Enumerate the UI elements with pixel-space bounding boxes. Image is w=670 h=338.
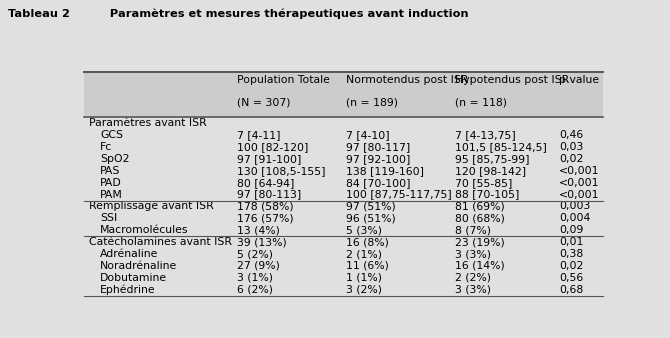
Text: Population Totale: Population Totale: [237, 75, 330, 85]
Text: Catécholamines avant ISR: Catécholamines avant ISR: [89, 237, 232, 247]
Text: 178 (58%): 178 (58%): [237, 201, 293, 212]
Text: Adrénaline: Adrénaline: [100, 249, 159, 259]
Text: 6 (2%): 6 (2%): [237, 285, 273, 295]
Text: 97 [80-113]: 97 [80-113]: [237, 190, 302, 200]
Text: (n = 189): (n = 189): [346, 97, 398, 107]
Text: 5 (3%): 5 (3%): [346, 225, 382, 235]
Text: 70 [55-85]: 70 [55-85]: [455, 178, 513, 188]
Text: 101,5 [85-124,5]: 101,5 [85-124,5]: [455, 142, 547, 152]
Text: 27 (9%): 27 (9%): [237, 261, 280, 271]
Text: 0,01: 0,01: [559, 237, 584, 247]
Text: Fc: Fc: [100, 142, 113, 152]
Text: 3 (2%): 3 (2%): [346, 285, 382, 295]
Text: 8 (7%): 8 (7%): [455, 225, 491, 235]
Text: Noradrénaline: Noradrénaline: [100, 261, 178, 271]
Text: (N = 307): (N = 307): [237, 97, 290, 107]
Text: 97 (51%): 97 (51%): [346, 201, 396, 212]
Text: 81 (69%): 81 (69%): [455, 201, 505, 212]
Text: Dobutamine: Dobutamine: [100, 273, 168, 283]
Text: 97 [91-100]: 97 [91-100]: [237, 154, 302, 164]
Text: 95 [85,75-99]: 95 [85,75-99]: [455, 154, 529, 164]
Text: 2 (1%): 2 (1%): [346, 249, 382, 259]
Text: 16 (8%): 16 (8%): [346, 237, 389, 247]
Text: 1 (1%): 1 (1%): [346, 273, 382, 283]
Text: 0,56: 0,56: [559, 273, 583, 283]
Text: SpO2: SpO2: [100, 154, 130, 164]
Text: 84 [70-100]: 84 [70-100]: [346, 178, 411, 188]
Text: 13 (4%): 13 (4%): [237, 225, 280, 235]
Text: 0,003: 0,003: [559, 201, 590, 212]
Text: 120 [98-142]: 120 [98-142]: [455, 166, 526, 176]
Text: Ephédrine: Ephédrine: [100, 284, 156, 295]
Text: 0,02: 0,02: [559, 154, 584, 164]
Text: 0,09: 0,09: [559, 225, 584, 235]
Text: 80 (68%): 80 (68%): [455, 213, 505, 223]
Text: Tableau 2          Paramètres et mesures thérapeutiques avant induction: Tableau 2 Paramètres et mesures thérapeu…: [8, 8, 469, 19]
Text: <0,001: <0,001: [559, 166, 600, 176]
Text: 7 [4-10]: 7 [4-10]: [346, 130, 389, 140]
Text: PAS: PAS: [100, 166, 121, 176]
Text: 97 [92-100]: 97 [92-100]: [346, 154, 410, 164]
Text: 130 [108,5-155]: 130 [108,5-155]: [237, 166, 326, 176]
Text: 7 [4-13,75]: 7 [4-13,75]: [455, 130, 516, 140]
Text: 100 [82-120]: 100 [82-120]: [237, 142, 308, 152]
Text: 0,68: 0,68: [559, 285, 583, 295]
Text: Hypotendus post ISR: Hypotendus post ISR: [455, 75, 570, 85]
Text: PAD: PAD: [100, 178, 122, 188]
Text: 0,38: 0,38: [559, 249, 583, 259]
Text: 176 (57%): 176 (57%): [237, 213, 293, 223]
Text: 23 (19%): 23 (19%): [455, 237, 505, 247]
Text: 2 (2%): 2 (2%): [455, 273, 491, 283]
Text: Remplissage avant ISR: Remplissage avant ISR: [89, 201, 214, 212]
Text: 0,004: 0,004: [559, 213, 590, 223]
Text: Normotendus post ISR: Normotendus post ISR: [346, 75, 468, 85]
Text: 3 (3%): 3 (3%): [455, 285, 491, 295]
Text: 0,02: 0,02: [559, 261, 584, 271]
Text: 0,03: 0,03: [559, 142, 584, 152]
Text: 80 [64-94]: 80 [64-94]: [237, 178, 294, 188]
Text: GCS: GCS: [100, 130, 123, 140]
Text: 5 (2%): 5 (2%): [237, 249, 273, 259]
Text: 97 [80-117]: 97 [80-117]: [346, 142, 410, 152]
Text: Macromolécules: Macromolécules: [100, 225, 189, 235]
Text: 16 (14%): 16 (14%): [455, 261, 505, 271]
Text: 88 [70-105]: 88 [70-105]: [455, 190, 519, 200]
Text: 100 [87,75-117,75]: 100 [87,75-117,75]: [346, 190, 452, 200]
Text: SSI: SSI: [100, 213, 118, 223]
Text: (n = 118): (n = 118): [455, 97, 507, 107]
Text: 3 (1%): 3 (1%): [237, 273, 273, 283]
Text: 138 [119-160]: 138 [119-160]: [346, 166, 424, 176]
Text: 96 (51%): 96 (51%): [346, 213, 396, 223]
Text: 3 (3%): 3 (3%): [455, 249, 491, 259]
Text: 7 [4-11]: 7 [4-11]: [237, 130, 281, 140]
Text: 0,46: 0,46: [559, 130, 583, 140]
Text: p value: p value: [559, 75, 599, 85]
FancyBboxPatch shape: [84, 72, 603, 117]
Text: Paramètres avant ISR: Paramètres avant ISR: [89, 118, 206, 128]
Text: <0,001: <0,001: [559, 178, 600, 188]
Text: <0,001: <0,001: [559, 190, 600, 200]
Text: 11 (6%): 11 (6%): [346, 261, 389, 271]
Text: PAM: PAM: [100, 190, 123, 200]
Text: 39 (13%): 39 (13%): [237, 237, 287, 247]
